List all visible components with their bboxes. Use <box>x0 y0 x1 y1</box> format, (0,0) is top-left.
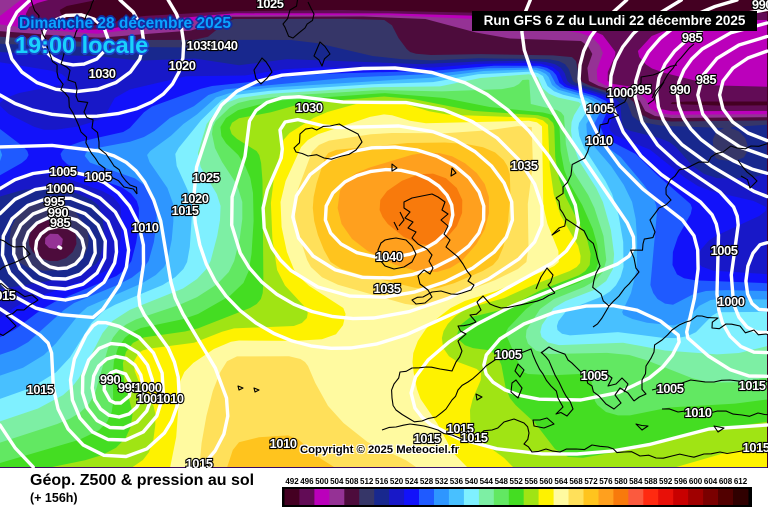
svg-text:568: 568 <box>569 477 583 486</box>
svg-text:995: 995 <box>118 380 138 395</box>
svg-text:1025: 1025 <box>193 170 220 185</box>
svg-text:1015: 1015 <box>461 430 488 445</box>
svg-text:1040: 1040 <box>211 38 238 53</box>
svg-text:552: 552 <box>510 477 524 486</box>
svg-text:990: 990 <box>752 0 768 12</box>
svg-text:1020: 1020 <box>169 58 196 73</box>
svg-text:985: 985 <box>696 72 716 87</box>
svg-text:1025: 1025 <box>257 0 284 11</box>
svg-text:536: 536 <box>450 477 464 486</box>
svg-text:1010: 1010 <box>132 220 159 235</box>
svg-text:560: 560 <box>539 477 553 486</box>
svg-text:1005: 1005 <box>50 164 77 179</box>
svg-text:528: 528 <box>420 477 434 486</box>
svg-text:995: 995 <box>631 82 651 97</box>
svg-text:1005: 1005 <box>657 381 684 396</box>
svg-text:492: 492 <box>285 477 299 486</box>
svg-text:1010: 1010 <box>270 436 297 451</box>
svg-text:985: 985 <box>50 215 70 230</box>
svg-text:1000: 1000 <box>47 181 74 196</box>
svg-text:524: 524 <box>405 477 419 486</box>
svg-text:1005: 1005 <box>85 169 112 184</box>
svg-text:600: 600 <box>689 477 703 486</box>
svg-text:1015: 1015 <box>172 203 199 218</box>
svg-text:540: 540 <box>465 477 479 486</box>
svg-text:608: 608 <box>719 477 733 486</box>
svg-text:604: 604 <box>704 477 718 486</box>
svg-text:516: 516 <box>375 477 389 486</box>
svg-text:990: 990 <box>100 372 120 387</box>
svg-text:584: 584 <box>629 477 643 486</box>
svg-text:1010: 1010 <box>157 391 184 406</box>
svg-text:496: 496 <box>300 477 314 486</box>
svg-text:556: 556 <box>525 477 539 486</box>
svg-text:504: 504 <box>330 477 344 486</box>
svg-text:592: 592 <box>659 477 673 486</box>
svg-text:564: 564 <box>554 477 568 486</box>
svg-text:1005: 1005 <box>137 391 164 406</box>
svg-text:1030: 1030 <box>296 100 323 115</box>
svg-text:1005: 1005 <box>495 347 522 362</box>
svg-text:580: 580 <box>614 477 628 486</box>
svg-text:1015: 1015 <box>447 421 474 436</box>
svg-text:1015: 1015 <box>743 440 768 455</box>
svg-text:1035: 1035 <box>511 158 538 173</box>
svg-text:1015: 1015 <box>414 431 441 446</box>
svg-text:520: 520 <box>390 477 404 486</box>
svg-text:1000: 1000 <box>718 294 745 309</box>
svg-text:576: 576 <box>599 477 613 486</box>
svg-text:1015: 1015 <box>186 456 213 468</box>
svg-text:1020: 1020 <box>182 191 209 206</box>
svg-text:990: 990 <box>48 205 68 220</box>
svg-text:985: 985 <box>682 30 702 45</box>
svg-text:1005: 1005 <box>587 101 614 116</box>
svg-text:544: 544 <box>480 477 494 486</box>
svg-text:572: 572 <box>584 477 598 486</box>
svg-text:596: 596 <box>674 477 688 486</box>
svg-text:1005: 1005 <box>711 243 738 258</box>
svg-text:548: 548 <box>495 477 509 486</box>
svg-text:1015: 1015 <box>0 288 16 303</box>
svg-text:1010: 1010 <box>586 133 613 148</box>
svg-text:1040: 1040 <box>376 249 403 264</box>
svg-text:1030: 1030 <box>89 66 116 81</box>
svg-text:995: 995 <box>44 194 64 209</box>
svg-text:612: 612 <box>734 477 748 486</box>
svg-text:588: 588 <box>644 477 658 486</box>
svg-text:1035: 1035 <box>187 38 214 53</box>
svg-text:500: 500 <box>315 477 329 486</box>
svg-text:1035: 1035 <box>374 281 401 296</box>
svg-text:1010: 1010 <box>685 405 712 420</box>
svg-text:1015: 1015 <box>739 378 766 393</box>
svg-text:1005: 1005 <box>581 368 608 383</box>
svg-text:512: 512 <box>360 477 374 486</box>
svg-text:508: 508 <box>345 477 359 486</box>
svg-text:1000: 1000 <box>607 85 634 100</box>
svg-text:1015: 1015 <box>27 382 54 397</box>
svg-text:532: 532 <box>435 477 449 486</box>
svg-text:990: 990 <box>670 82 690 97</box>
svg-text:1000: 1000 <box>135 380 162 395</box>
